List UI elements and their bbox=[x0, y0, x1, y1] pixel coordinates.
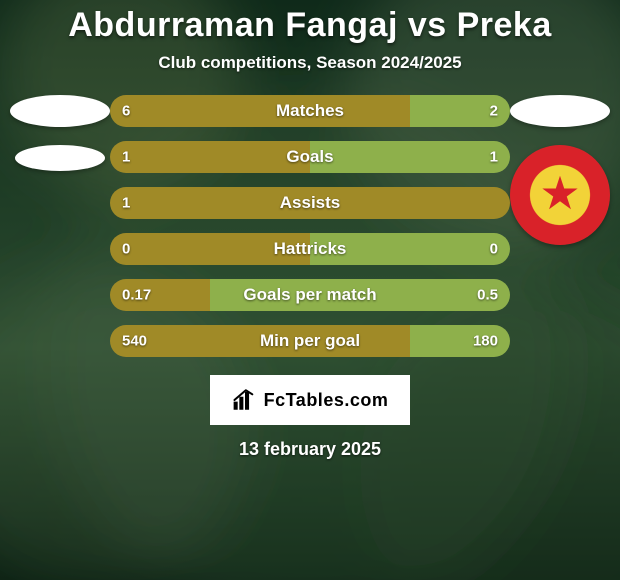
page-title: Abdurraman Fangaj vs Preka bbox=[68, 6, 552, 45]
bar-value-left: 1 bbox=[122, 149, 130, 166]
date-text: 13 february 2025 bbox=[239, 439, 381, 460]
bar-label: Goals bbox=[286, 147, 333, 167]
bar-row: 540 180 Min per goal bbox=[110, 325, 510, 357]
club-badge-left-2 bbox=[15, 145, 105, 171]
bar-label: Min per goal bbox=[260, 331, 360, 351]
bar-value-right: 2 bbox=[490, 103, 498, 120]
content: Abdurraman Fangaj vs Preka Club competit… bbox=[0, 0, 620, 580]
bar-seg-right bbox=[310, 141, 510, 173]
club-badge-right-1 bbox=[510, 95, 610, 127]
bar-row: 1 1 Goals bbox=[110, 141, 510, 173]
bar-label: Matches bbox=[276, 101, 344, 121]
bar-seg-left bbox=[110, 95, 410, 127]
club-badges-left bbox=[10, 95, 110, 171]
club-badge-partizani bbox=[510, 145, 610, 245]
branding-text: FcTables.com bbox=[264, 390, 389, 411]
bar-row: 0 0 Hattricks bbox=[110, 233, 510, 265]
compare-area: 62Matches11Goals1Assists00Hattricks0.170… bbox=[0, 95, 620, 357]
bar-row: 6 2 Matches bbox=[110, 95, 510, 127]
bar-value-left: 0 bbox=[122, 241, 130, 258]
branding-box: FcTables.com bbox=[210, 375, 410, 425]
bar-value-right: 0 bbox=[490, 241, 498, 258]
bar-label: Assists bbox=[280, 193, 340, 213]
bar-value-left: 540 bbox=[122, 333, 147, 350]
bar-label: Hattricks bbox=[274, 239, 347, 259]
bar-value-left: 6 bbox=[122, 103, 130, 120]
bar-value-right: 180 bbox=[473, 333, 498, 350]
club-badges-right bbox=[510, 95, 610, 245]
page-subtitle: Club competitions, Season 2024/2025 bbox=[158, 53, 461, 73]
bar-label: Goals per match bbox=[243, 285, 376, 305]
bar-value-right: 1 bbox=[490, 149, 498, 166]
bar-value-left: 0.17 bbox=[122, 287, 151, 304]
bar-value-left: 1 bbox=[122, 195, 130, 212]
bar-value-right: 0.5 bbox=[477, 287, 498, 304]
club-badge-left-1 bbox=[10, 95, 110, 127]
comparison-bars: 62Matches11Goals1Assists00Hattricks0.170… bbox=[110, 95, 510, 357]
bar-seg-left bbox=[110, 141, 310, 173]
bar-row: 1 Assists bbox=[110, 187, 510, 219]
bar-row: 0.17 0.5 Goals per match bbox=[110, 279, 510, 311]
fctables-icon bbox=[232, 387, 258, 413]
